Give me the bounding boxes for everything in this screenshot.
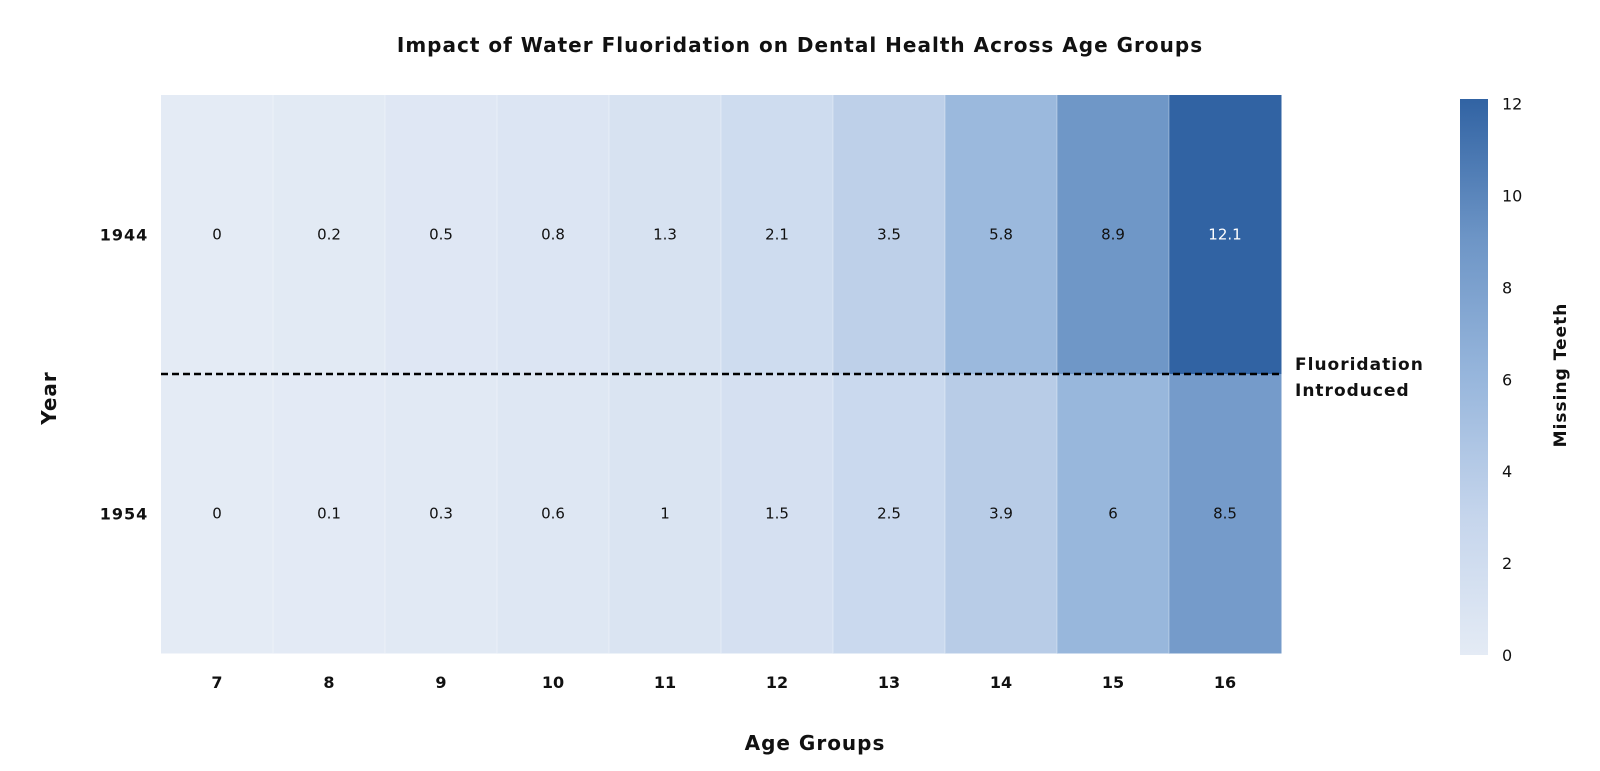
- cell-value-label: 0.1: [317, 505, 341, 523]
- heatmap-cell: [1057, 374, 1170, 654]
- x-tick-label: 10: [542, 673, 564, 692]
- heatmap-cell: [1169, 374, 1282, 654]
- colorbar: [1460, 99, 1488, 655]
- heatmap-cell: [609, 374, 722, 654]
- cell-value-label: 0.6: [541, 505, 565, 523]
- heatmap-cell: [609, 95, 722, 375]
- heatmap-cell: [833, 95, 946, 375]
- colorbar-ticks: 0 2 4 6 8 10 12: [1502, 95, 1522, 665]
- cell-value-label: 0: [212, 226, 222, 244]
- cell-value-label: 5.8: [989, 226, 1013, 244]
- heatmap-cell: [497, 374, 610, 654]
- cell-value-label: 0: [212, 505, 222, 523]
- cell-value-label: 1.5: [765, 505, 789, 523]
- heatmap-cell: [1169, 95, 1282, 375]
- x-tick-label: 11: [654, 673, 676, 692]
- x-tick-labels: 7 8 9 10 11 12 13 14 15 16: [211, 673, 1236, 692]
- heatmap-cells: [161, 95, 1282, 654]
- x-tick-label: 9: [435, 673, 446, 692]
- cell-value-label: 0.8: [541, 226, 565, 244]
- cell-value-label: 3.5: [877, 226, 901, 244]
- cell-value-label: 0.3: [429, 505, 453, 523]
- y-tick-label: 1944: [100, 226, 149, 245]
- heatmap-cell: [161, 95, 274, 375]
- cell-value-label: 8.9: [1101, 226, 1125, 244]
- heatmap-cell: [385, 95, 498, 375]
- x-tick-label: 12: [766, 673, 788, 692]
- x-tick-label: 8: [323, 673, 334, 692]
- colorbar-tick-label: 6: [1502, 370, 1512, 389]
- x-tick-label: 13: [878, 673, 900, 692]
- cell-value-label: 1: [660, 505, 670, 523]
- colorbar-tick-label: 8: [1502, 278, 1512, 297]
- y-tick-labels: 1944 1954: [100, 226, 149, 524]
- heatmap-cell: [385, 374, 498, 654]
- cell-value-label: 12.1: [1208, 226, 1241, 244]
- heatmap-cell: [497, 95, 610, 375]
- cell-value-label: 0.5: [429, 226, 453, 244]
- x-tick-label: 16: [1214, 673, 1236, 692]
- heatmap-cell: [1057, 95, 1170, 375]
- heatmap-cell: [945, 374, 1058, 654]
- heatmap-cell: [721, 374, 834, 654]
- chart-title: Impact of Water Fluoridation on Dental H…: [397, 33, 1203, 57]
- cell-value-label: 2.1: [765, 226, 789, 244]
- y-axis-label: Year: [37, 371, 61, 426]
- heatmap-cell: [273, 95, 386, 375]
- annotation-line-1: Fluoridation: [1295, 355, 1424, 375]
- cell-value-label: 0.2: [317, 226, 341, 244]
- cell-value-label: 1.3: [653, 226, 677, 244]
- heatmap-cell: [833, 374, 946, 654]
- x-tick-label: 7: [211, 673, 222, 692]
- cell-value-label: 8.5: [1213, 505, 1237, 523]
- x-tick-label: 14: [990, 673, 1012, 692]
- colorbar-tick-label: 12: [1502, 95, 1522, 114]
- colorbar-label: Missing Teeth: [1551, 303, 1571, 448]
- y-tick-label: 1954: [100, 505, 149, 524]
- cell-labels: 0 0.2 0.5 0.8 1.3 2.1 3.5 5.8 8.9 12.1 0 0.1 0.3 0.6 1…: [212, 226, 1241, 523]
- x-axis-label: Age Groups: [745, 731, 886, 755]
- colorbar-tick-label: 4: [1502, 462, 1512, 481]
- annotation-line-2: Introduced: [1295, 381, 1410, 401]
- cell-value-label: 2.5: [877, 505, 901, 523]
- heatmap-cell: [945, 95, 1058, 375]
- cell-value-label: 3.9: [989, 505, 1013, 523]
- heatmap-cell: [161, 374, 274, 654]
- colorbar-tick-label: 10: [1502, 186, 1522, 205]
- colorbar-tick-label: 0: [1502, 646, 1512, 665]
- heatmap-cell: [721, 95, 834, 375]
- heatmap-cell: [273, 374, 386, 654]
- colorbar-tick-label: 2: [1502, 554, 1512, 573]
- x-tick-label: 15: [1102, 673, 1124, 692]
- cell-value-label: 6: [1108, 505, 1118, 523]
